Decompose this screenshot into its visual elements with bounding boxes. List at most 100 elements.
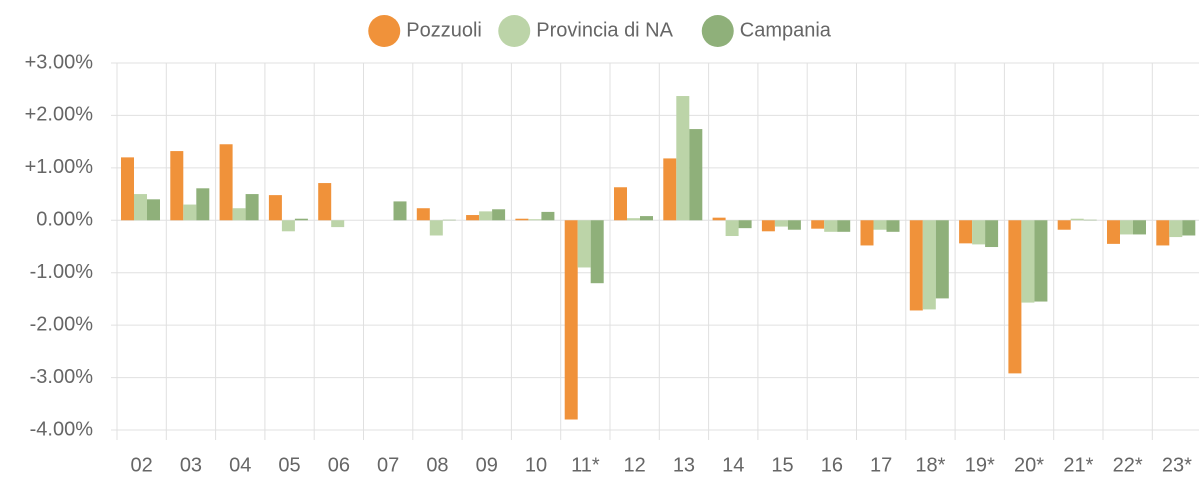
bar [959, 220, 973, 244]
bar [1107, 220, 1120, 244]
bar [774, 220, 788, 227]
bar [1120, 220, 1133, 235]
x-tick-label: 16 [821, 454, 843, 476]
bar [860, 220, 874, 246]
bar [787, 220, 801, 230]
bar [935, 220, 949, 299]
bar [761, 220, 775, 232]
bar [1070, 218, 1084, 221]
x-tick-label: 06 [328, 454, 350, 476]
bar [183, 204, 197, 221]
bar [676, 96, 690, 221]
bar [294, 218, 308, 221]
x-tick-label: 23* [1162, 454, 1192, 476]
bar [1133, 220, 1146, 235]
x-tick-label: 04 [229, 454, 251, 476]
bar [972, 220, 986, 245]
bar [811, 220, 825, 229]
bar [492, 209, 506, 221]
bar [1034, 220, 1048, 302]
bar [837, 220, 851, 232]
bar [640, 216, 653, 221]
bar [515, 218, 529, 221]
bar [985, 220, 999, 248]
legend-swatch [498, 15, 531, 47]
bar [922, 220, 936, 310]
legend-swatch [368, 15, 401, 47]
x-tick-label: 17 [870, 454, 892, 476]
x-tick-label: 19* [965, 454, 995, 476]
bar [1156, 220, 1170, 246]
x-tick-label: 18* [915, 454, 945, 476]
bar [416, 208, 430, 221]
bar [318, 183, 332, 221]
bar [725, 220, 739, 237]
x-tick-label: 08 [426, 454, 448, 476]
bar [442, 219, 456, 221]
bar [873, 220, 887, 230]
bar [1169, 220, 1183, 238]
bar [564, 220, 578, 420]
legend-label: Pozzuoli [406, 19, 482, 41]
y-tick-label: 0.00% [36, 209, 93, 231]
y-tick-label: +3.00% [25, 51, 94, 73]
bar [712, 217, 726, 221]
x-tick-label: 15 [771, 454, 793, 476]
bar [577, 220, 591, 268]
x-tick-label: 22* [1113, 454, 1143, 476]
x-tick-label: 13 [673, 454, 695, 476]
bar [663, 158, 677, 221]
bar [245, 194, 259, 221]
bar [614, 187, 627, 221]
y-tick-label: -4.00% [30, 418, 94, 440]
y-tick-label: -2.00% [30, 313, 94, 335]
bar [909, 220, 923, 311]
bar [738, 220, 752, 229]
bar [886, 220, 900, 232]
bar [689, 129, 703, 221]
bar [1083, 219, 1097, 221]
bar [466, 215, 480, 221]
x-tick-label: 12 [624, 454, 646, 476]
bar [1182, 220, 1196, 236]
bar [1057, 220, 1071, 230]
x-tick-label: 11* [571, 454, 600, 476]
x-tick-label: 07 [377, 454, 399, 476]
x-tick-label: 03 [180, 454, 202, 476]
bar [331, 220, 345, 228]
y-tick-label: -1.00% [30, 261, 94, 283]
legend-swatch [701, 15, 734, 47]
bar [268, 195, 282, 221]
bar [429, 220, 443, 236]
x-tick-label: 05 [278, 454, 300, 476]
bar [147, 199, 160, 221]
bar [528, 219, 542, 221]
bar [134, 194, 147, 221]
bar [590, 220, 604, 284]
bar [627, 218, 640, 221]
x-tick-label: 20* [1014, 454, 1044, 476]
legend-label: Campania [740, 19, 832, 41]
bar [824, 220, 838, 232]
x-tick-label: 02 [131, 454, 153, 476]
x-tick-label: 09 [476, 454, 498, 476]
legend-label: Provincia di NA [536, 19, 673, 41]
bar [281, 220, 295, 232]
x-tick-label: 10 [525, 454, 547, 476]
y-tick-label: -3.00% [30, 366, 94, 388]
y-tick-label: +2.00% [25, 104, 94, 126]
bar [393, 201, 407, 221]
bar [196, 188, 210, 221]
bar [541, 211, 555, 221]
x-tick-label: 21* [1063, 454, 1093, 476]
bar [1008, 220, 1022, 374]
y-tick-label: +1.00% [25, 156, 94, 178]
bar [170, 151, 184, 221]
bar [232, 208, 246, 221]
bar [1021, 220, 1035, 303]
bar [219, 144, 233, 221]
x-tick-label: 14 [722, 454, 744, 476]
bar [479, 211, 493, 221]
bar [121, 157, 134, 221]
